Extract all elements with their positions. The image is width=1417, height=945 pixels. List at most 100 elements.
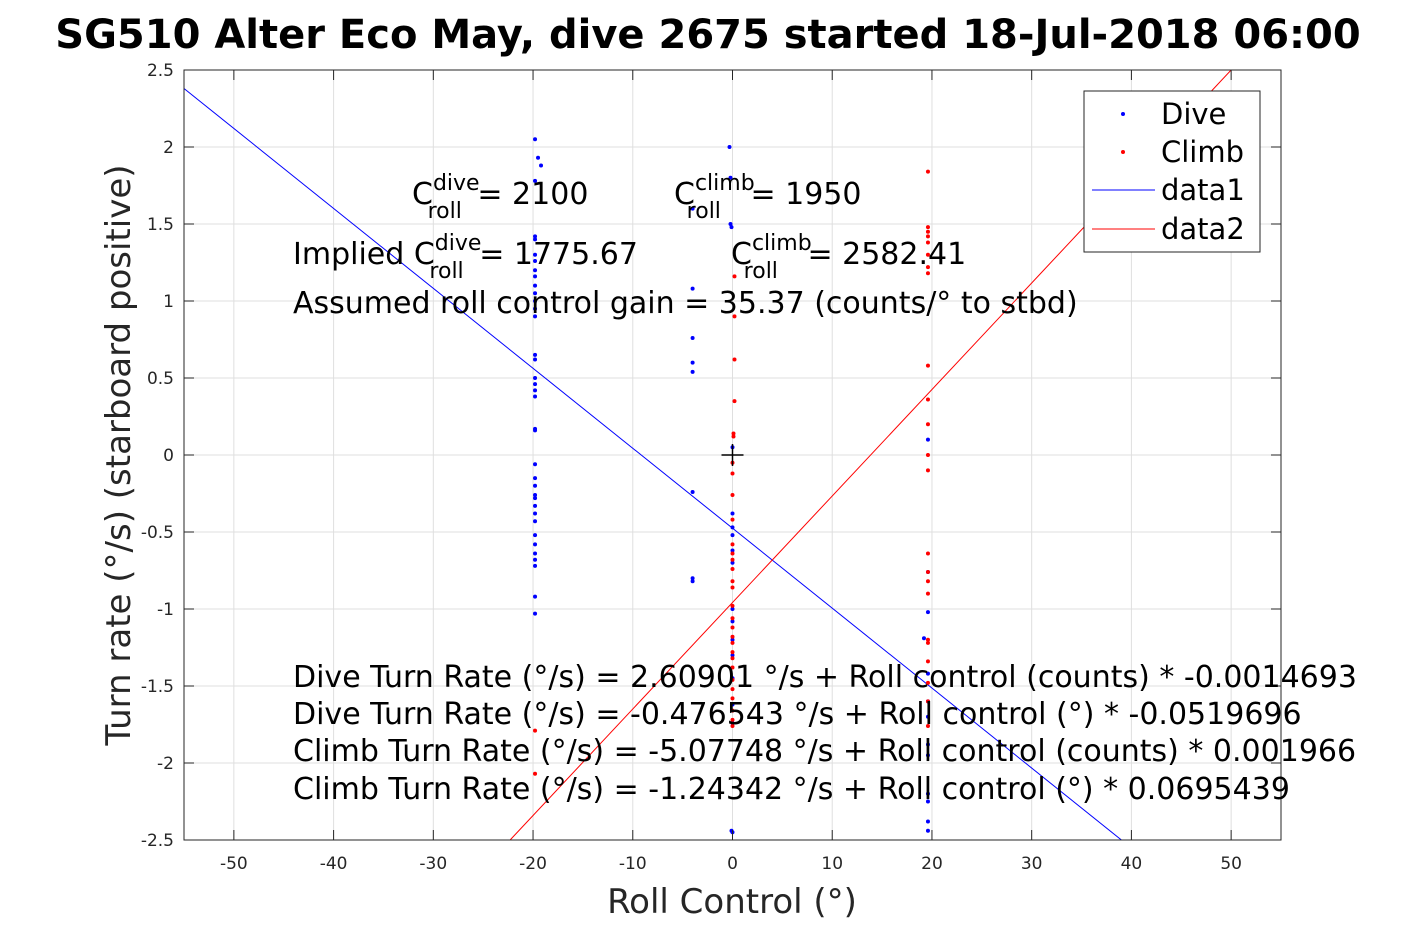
point-dive — [728, 175, 733, 180]
point-dive — [533, 388, 538, 393]
point-dive — [730, 533, 735, 538]
point-climb — [730, 585, 735, 590]
y-tick-label: 1 — [163, 292, 174, 312]
point-climb — [925, 271, 930, 276]
point-dive — [730, 607, 735, 611]
y-tick-label: -1 — [157, 600, 174, 620]
dive-counts-equation: Dive Turn Rate (°/s) = 2.60901 °/s + Rol… — [293, 660, 1357, 695]
y-tick-label: 2 — [163, 138, 174, 158]
point-dive — [729, 225, 734, 230]
y-tick-label: 0 — [163, 446, 174, 466]
x-tick-label: -10 — [619, 854, 647, 874]
point-climb — [730, 557, 735, 562]
point-climb — [730, 724, 735, 729]
point-climb — [925, 169, 930, 174]
point-climb — [925, 363, 930, 368]
point-dive — [533, 557, 538, 562]
point-dive — [730, 720, 735, 725]
point-climb — [925, 570, 930, 575]
point-dive — [533, 376, 538, 380]
point-dive — [728, 222, 733, 226]
axis-ticks: -50 -40 -30 -20 -10 0 10 20 30 40 50-2.5-2-1.5-1-0… — [141, 61, 1281, 874]
point-dive — [925, 799, 930, 804]
legend-label-climb: Climb — [1161, 135, 1244, 169]
point-climb — [925, 397, 930, 402]
roll-gain-annotation: Assumed roll control gain = 35.37 (count… — [293, 286, 1078, 321]
point-dive — [690, 286, 695, 291]
legend-box — [1083, 90, 1261, 253]
x-tick-label: 40 — [1121, 854, 1143, 874]
point-climb — [925, 468, 930, 473]
point-dive — [533, 234, 538, 239]
point-dive — [730, 560, 735, 565]
x-tick-label: 0 — [727, 854, 738, 874]
x-tick-label: 50 — [1220, 854, 1242, 874]
point-climb — [730, 579, 735, 584]
point-dive — [690, 576, 695, 581]
x-tick-label: -50 — [220, 854, 248, 874]
point-climb — [730, 656, 735, 661]
point-dive — [533, 357, 538, 362]
legend-marker-dive — [1121, 112, 1125, 116]
point-climb — [925, 265, 930, 270]
point-dive — [533, 268, 538, 273]
legend-label-data1: data1 — [1161, 173, 1245, 207]
point-climb — [925, 579, 930, 584]
climb-degrees-equation: Climb Turn Rate (°/s) = -1.24342 °/s + R… — [293, 772, 1290, 807]
legend-label-dive: Dive — [1161, 97, 1226, 131]
point-climb — [732, 274, 737, 279]
point-dive — [690, 360, 695, 365]
point-dive — [730, 637, 735, 642]
point-dive — [730, 653, 735, 658]
point-dive — [925, 742, 930, 747]
point-climb — [925, 724, 930, 729]
point-climb — [925, 453, 930, 457]
fit-line-data1 — [184, 88, 1122, 840]
point-dive — [533, 274, 538, 279]
point-climb — [731, 431, 736, 436]
point-climb — [925, 225, 930, 230]
point-dive — [533, 611, 538, 616]
c-roll-climb-annotation: Cclimb roll = 1950 — [674, 171, 861, 224]
point-climb — [730, 625, 735, 630]
legend-label-data2: data2 — [1161, 212, 1245, 246]
point-dive — [730, 702, 735, 707]
point-climb — [730, 566, 735, 571]
point-climb — [925, 234, 930, 239]
point-dive — [533, 137, 538, 142]
point-climb — [730, 665, 735, 670]
point-climb — [925, 422, 930, 427]
point-dive — [533, 352, 538, 357]
point-climb — [732, 357, 737, 362]
y-tick-label: -2 — [157, 754, 174, 774]
point-climb — [730, 696, 735, 701]
point-climb — [730, 517, 735, 522]
point-dive — [533, 291, 538, 296]
point-dive — [533, 299, 538, 303]
point-dive — [533, 519, 538, 524]
point-dive — [533, 542, 538, 547]
point-dive — [533, 483, 538, 488]
point-climb — [732, 314, 737, 319]
point-climb — [925, 640, 930, 645]
x-tick-label: 10 — [821, 854, 843, 874]
point-dive — [533, 563, 538, 568]
point-dive — [533, 258, 538, 263]
x-axis-label: Roll Control (°) — [607, 882, 857, 922]
point-dive — [690, 335, 695, 340]
point-dive — [925, 610, 930, 615]
point-climb — [730, 493, 735, 498]
point-dive — [925, 714, 930, 719]
point-climb — [925, 699, 930, 704]
point-dive — [925, 791, 930, 796]
y-tick-label: 0.5 — [147, 369, 174, 389]
climb-counts-equation: Climb Turn Rate (°/s) = -5.07748 °/s + R… — [293, 734, 1356, 769]
x-tick-label: -20 — [519, 854, 547, 874]
y-axis-label: Turn rate (°/s) (starboard positive) — [99, 164, 139, 746]
point-dive — [730, 511, 735, 516]
point-climb — [730, 542, 735, 547]
point-dive — [925, 753, 930, 758]
point-dive — [690, 206, 695, 211]
point-dive — [533, 493, 538, 498]
